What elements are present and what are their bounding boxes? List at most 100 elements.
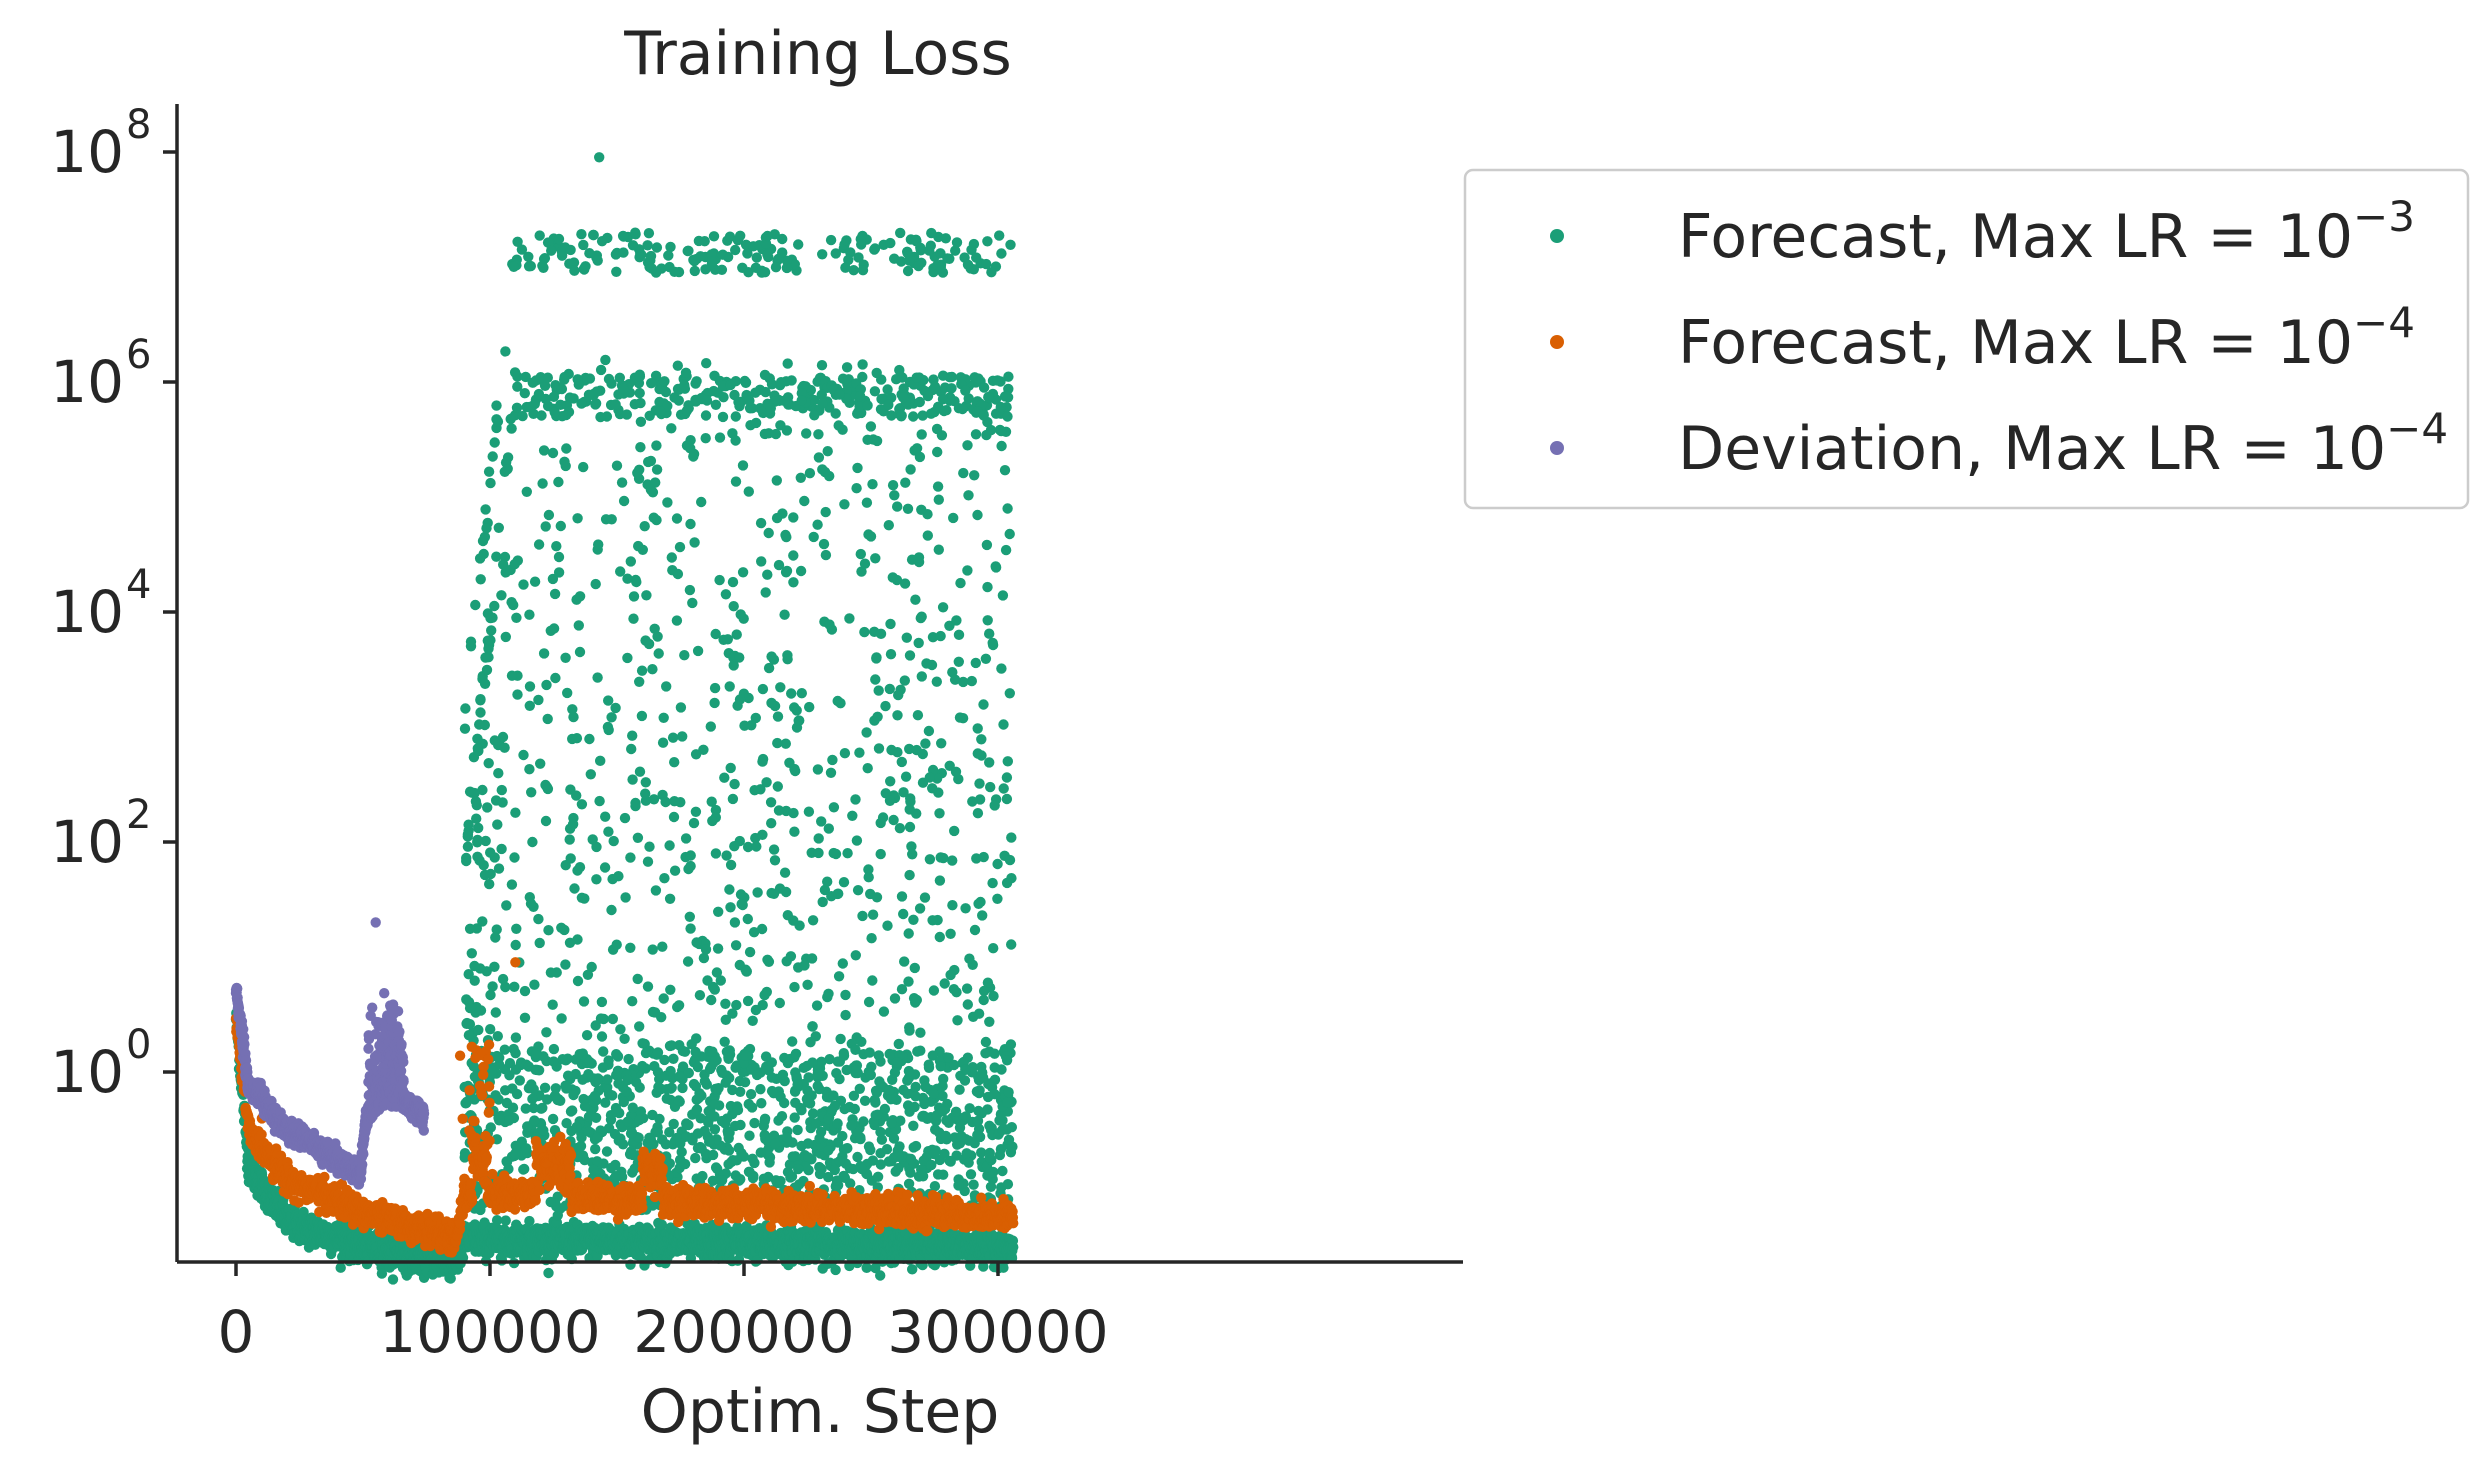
- series-1-point: [984, 1016, 995, 1027]
- series-1-point: [981, 539, 993, 551]
- series-1-point: [863, 872, 874, 883]
- series-1-point: [913, 637, 924, 649]
- series-1-point: [630, 227, 641, 238]
- series-1-point: [779, 609, 790, 620]
- series-1-point: [729, 841, 740, 852]
- series-1-point: [627, 774, 638, 785]
- series-1-point: [723, 1053, 734, 1065]
- series-1-point: [627, 1102, 638, 1113]
- series-1-point: [857, 265, 869, 276]
- series-1-point: [900, 477, 911, 488]
- series-1-point: [567, 819, 579, 830]
- series-1-point: [935, 262, 946, 273]
- series-1-point: [820, 549, 832, 561]
- series-1-point: [744, 1130, 755, 1141]
- series-1-point: [611, 460, 623, 471]
- series-1-point: [547, 573, 559, 585]
- series-1-point: [636, 710, 648, 722]
- series-1-point: [934, 808, 945, 819]
- series-1-point: [694, 990, 706, 1001]
- series-1-point: [508, 261, 519, 272]
- series-1-point: [720, 589, 732, 600]
- series-1-point: [875, 628, 887, 639]
- series-1-point: [964, 953, 975, 964]
- series-1-point: [500, 1215, 511, 1226]
- series-1-point: [555, 520, 566, 532]
- series-1-point: [690, 378, 701, 389]
- series-1-point: [772, 737, 783, 749]
- series-1-point: [828, 847, 839, 859]
- series-1-point: [885, 1094, 897, 1105]
- series-1-point: [661, 681, 672, 692]
- series-1-point: [733, 1142, 744, 1154]
- series-1-point: [541, 679, 552, 691]
- series-1-point: [524, 1215, 535, 1227]
- series-1-point: [527, 1093, 538, 1105]
- series-1-point: [829, 1100, 841, 1112]
- series-1-point: [929, 1148, 940, 1160]
- series-1-point: [509, 981, 520, 992]
- series-1-point: [766, 1085, 778, 1097]
- series-1-point: [632, 467, 643, 479]
- series-1-point: [600, 354, 611, 366]
- series-1-point: [529, 398, 540, 410]
- series-1-point: [564, 834, 575, 845]
- series-1-point: [808, 531, 819, 543]
- series-1-point: [683, 863, 694, 875]
- series-1-point: [899, 675, 910, 686]
- series-1-point: [625, 852, 636, 863]
- series-1-point: [730, 1062, 741, 1073]
- series-1-point: [749, 785, 760, 796]
- series-1-point: [645, 250, 657, 262]
- series-1-point: [972, 808, 984, 819]
- series-1-point: [1006, 939, 1017, 950]
- series-1-point: [706, 994, 717, 1006]
- series-1-point: [502, 464, 513, 475]
- series-1-point: [934, 875, 946, 886]
- series-1-point: [731, 999, 742, 1011]
- series-1-point: [937, 370, 949, 381]
- series-1-point: [506, 597, 517, 608]
- series-1-point: [507, 1083, 518, 1094]
- series-1-point: [988, 943, 999, 954]
- series-1-point: [781, 531, 792, 543]
- series-1-point: [978, 994, 989, 1006]
- series-1-point: [813, 429, 824, 440]
- series-1-point: [731, 629, 742, 640]
- series-1-point: [814, 1083, 825, 1095]
- series-1-point: [851, 835, 863, 846]
- series-1-point: [737, 460, 749, 471]
- series-1-point: [618, 495, 630, 507]
- series-1-point: [594, 795, 605, 807]
- series-1-point: [684, 584, 696, 596]
- series-1-point: [524, 700, 535, 711]
- series-1-point: [501, 900, 512, 911]
- series-1-point: [1001, 772, 1013, 783]
- series-1-point: [885, 649, 897, 660]
- series-1-point: [677, 1082, 688, 1094]
- series-1-point: [760, 386, 771, 398]
- series-1-point: [759, 267, 771, 278]
- series-1-point: [724, 884, 735, 895]
- series-1-point: [816, 360, 828, 371]
- series-1-point: [833, 971, 845, 982]
- series-1-point: [757, 829, 768, 840]
- series-1-point: [889, 993, 901, 1004]
- series-1-point: [856, 239, 867, 250]
- series-1-point: [994, 1149, 1006, 1161]
- series-1-point: [666, 552, 677, 563]
- series-1-point: [550, 672, 561, 684]
- series-1-point: [714, 574, 725, 586]
- series-1-point: [871, 367, 882, 379]
- series-1-point: [490, 1007, 501, 1018]
- series-1-point: [953, 629, 965, 640]
- series-1-point: [916, 671, 927, 682]
- series-1-point: [697, 1170, 708, 1182]
- series-1-point: [903, 976, 914, 987]
- series-1-point: [789, 826, 800, 837]
- series-1-point: [659, 376, 670, 387]
- series-1-point: [578, 239, 589, 251]
- series-1-point: [493, 522, 504, 533]
- series-1-point: [748, 927, 760, 938]
- series-1-point: [479, 678, 491, 689]
